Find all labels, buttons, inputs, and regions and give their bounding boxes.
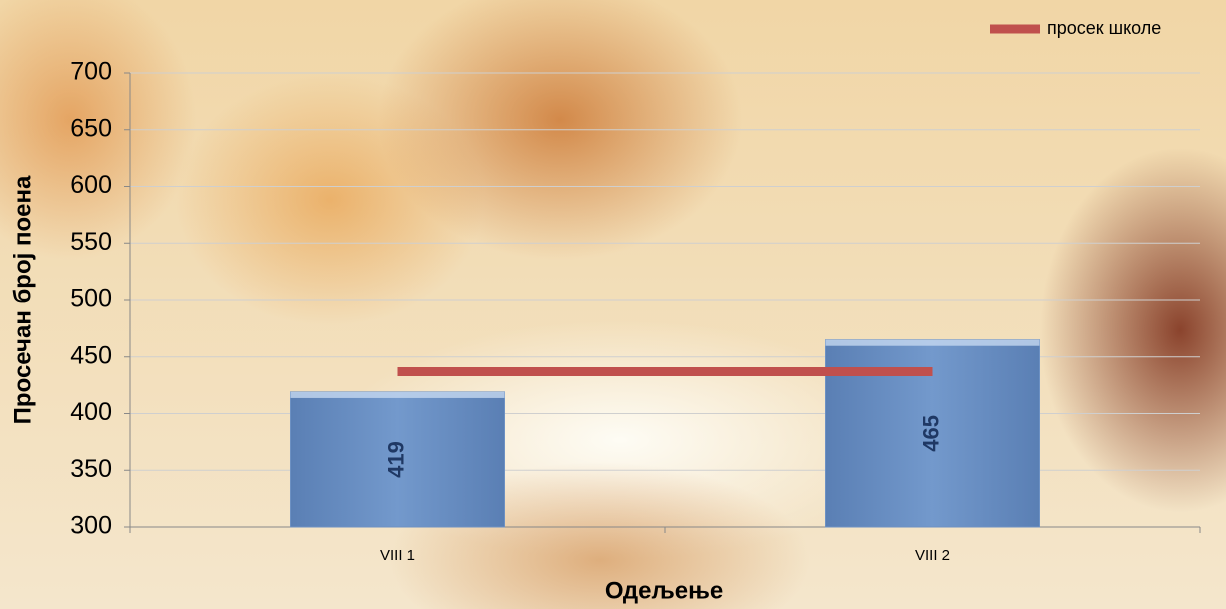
y-tick-label: 600 [70, 171, 112, 199]
x-tick-label: VIII 2 [915, 547, 950, 564]
y-tick-label: 350 [70, 455, 112, 483]
bar-highlight [291, 392, 505, 398]
chart: Одељење Просечан број поена 300 350 400 450… [0, 0, 1226, 609]
x-tick-label: VIII 1 [380, 547, 415, 564]
y-tick-label: 700 [70, 58, 112, 86]
legend-label: просек школе [1047, 18, 1161, 38]
x-axis-title: Одељење [605, 577, 723, 604]
data-label: 465 [918, 415, 943, 452]
y-tick-label: 400 [70, 398, 112, 426]
y-tick-label: 450 [70, 341, 112, 369]
y-tick-label: 500 [70, 285, 112, 313]
y-tick-label: 550 [70, 228, 112, 256]
data-label: 419 [383, 441, 408, 478]
page: {"chart_data": {"type": "bar", "x_label"… [0, 0, 1226, 609]
y-tick-label: 300 [70, 512, 112, 540]
bar-highlight [826, 340, 1040, 346]
y-tick-label: 650 [70, 114, 112, 142]
y-axis-title: Просечан број поена [9, 175, 36, 424]
